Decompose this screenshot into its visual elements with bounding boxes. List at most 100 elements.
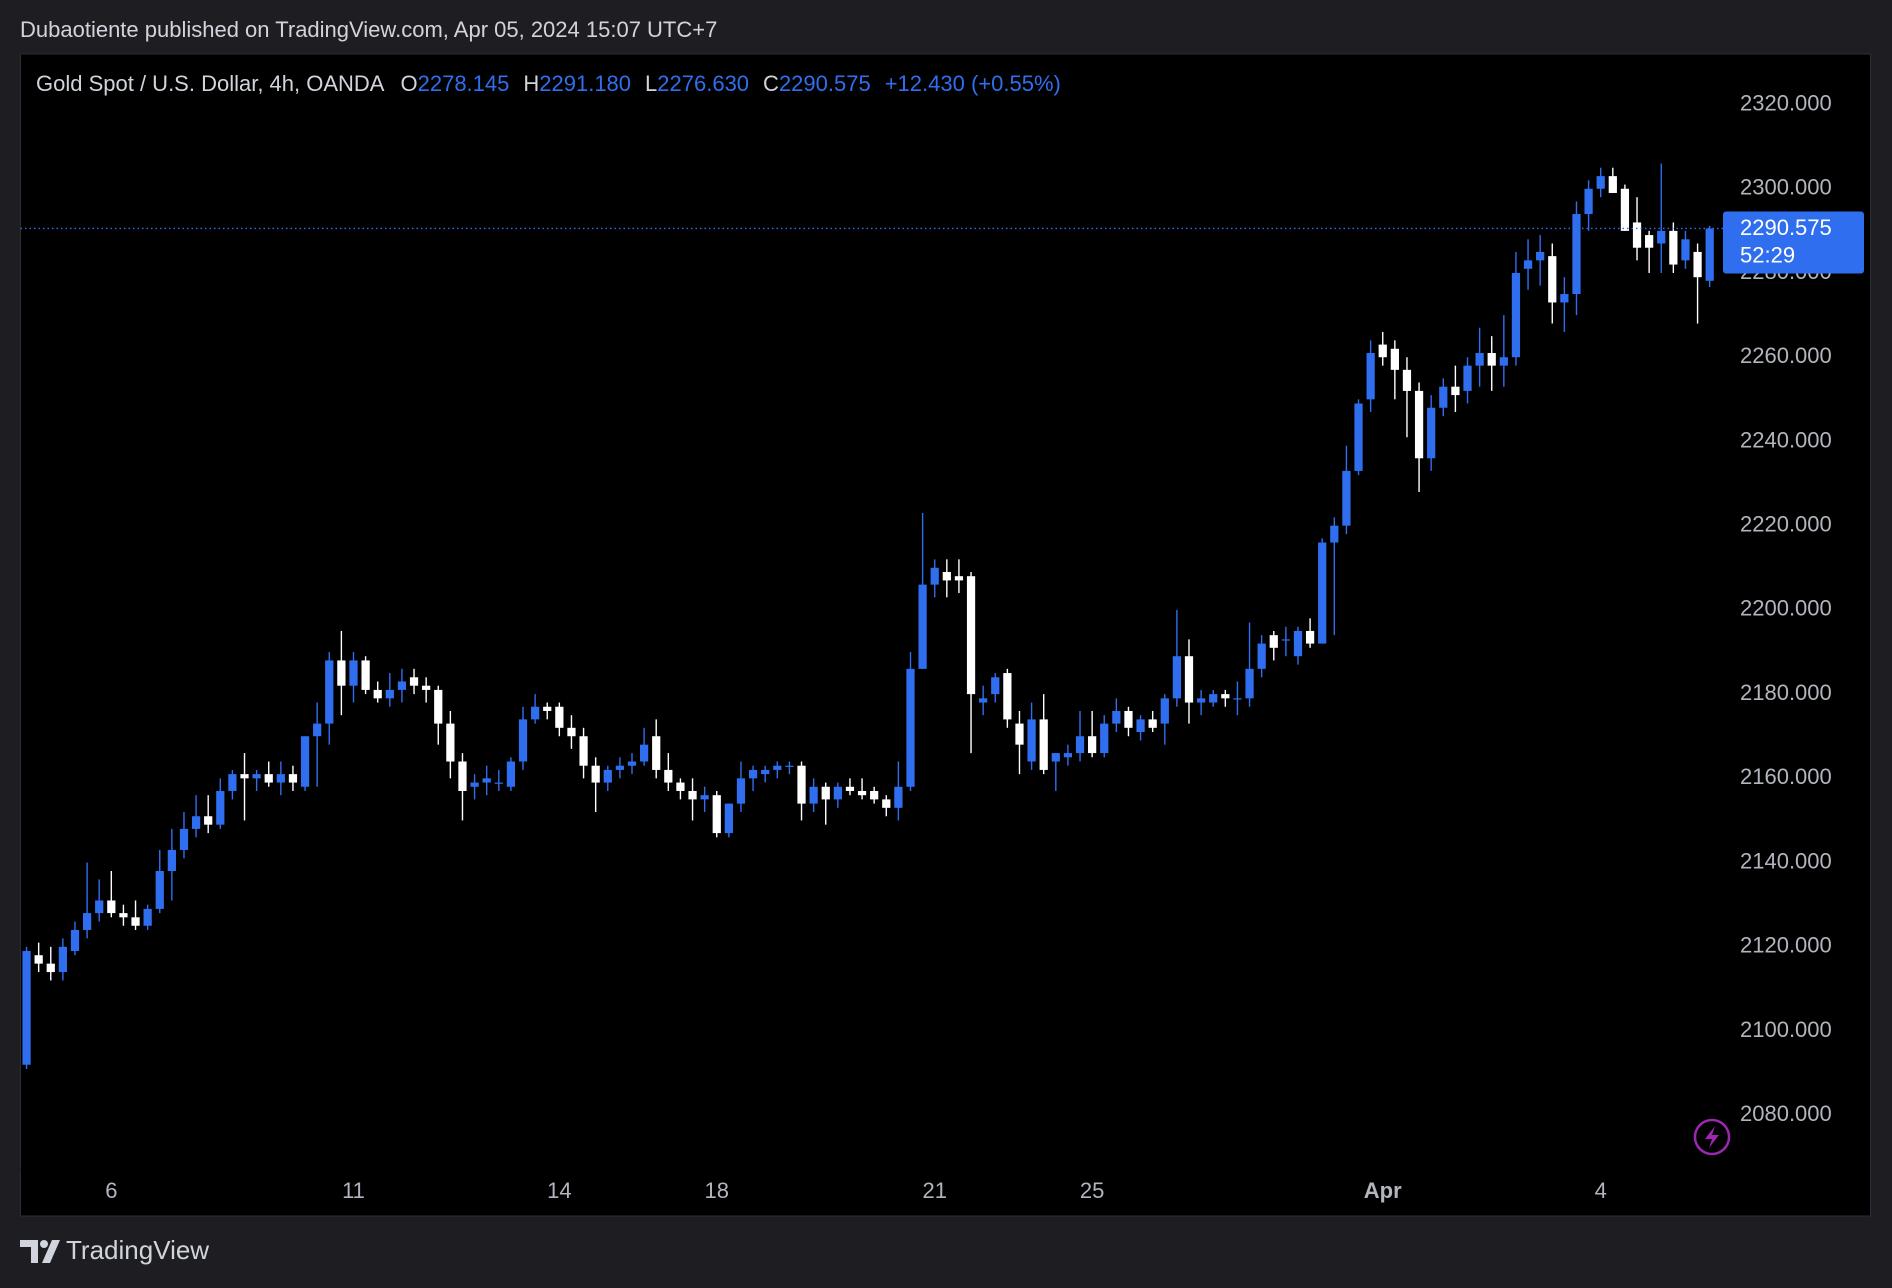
candle-body xyxy=(543,706,552,711)
ohlc-key: C xyxy=(763,71,779,96)
candle-body xyxy=(385,689,394,699)
candle-body xyxy=(1560,294,1569,303)
x-tick-label: 6 xyxy=(105,1178,117,1203)
candle-body xyxy=(1257,643,1266,669)
candle-body xyxy=(1075,736,1085,754)
candle-body xyxy=(724,803,733,834)
candle-body xyxy=(1608,176,1617,193)
candle-body xyxy=(1378,344,1387,358)
y-tick-label: 2200.000 xyxy=(1740,596,1832,621)
candle-body xyxy=(603,769,612,783)
last-price-tag xyxy=(1723,211,1864,274)
chart-frame xyxy=(20,53,1871,1217)
candle-body xyxy=(216,790,225,825)
candle-body xyxy=(1475,353,1484,366)
candle-body xyxy=(1269,635,1278,648)
candle-body xyxy=(458,761,467,791)
ohlc-value: 2290.575 xyxy=(779,71,871,96)
candle-body xyxy=(627,761,637,766)
candle-body xyxy=(1233,698,1242,700)
candle-body xyxy=(845,786,855,791)
candle-body xyxy=(446,723,455,762)
brand-logo xyxy=(20,1240,60,1263)
candle-body xyxy=(821,786,830,800)
last-price-label: 2290.575 xyxy=(1740,215,1832,240)
candle-body xyxy=(591,765,600,783)
candle-body xyxy=(228,774,237,791)
candle-body xyxy=(252,774,261,779)
candle-body xyxy=(870,790,879,800)
candle-body xyxy=(397,681,407,690)
candle-body xyxy=(991,677,1000,695)
candle-body xyxy=(1645,235,1654,248)
candle-body xyxy=(82,913,92,930)
y-tick-label: 2160.000 xyxy=(1740,764,1832,789)
candle-body xyxy=(1063,753,1073,758)
candle-body xyxy=(1523,260,1533,269)
candle-body xyxy=(918,584,927,669)
candle-body xyxy=(833,786,842,800)
candle-body xyxy=(1427,407,1436,459)
candle-body xyxy=(1196,698,1206,703)
candle-body xyxy=(1657,230,1666,244)
candle-body xyxy=(652,736,661,770)
candle-body xyxy=(1402,369,1412,391)
candle-body xyxy=(1027,719,1036,762)
x-tick-label: 21 xyxy=(922,1178,946,1203)
candle-body xyxy=(676,782,685,791)
candle-body xyxy=(700,795,709,800)
candle-body xyxy=(143,908,152,926)
alert-bolt[interactable] xyxy=(1705,1126,1719,1148)
candle-body xyxy=(954,576,964,581)
candle-body xyxy=(857,790,867,796)
ohlc-key: O xyxy=(400,71,417,96)
x-tick-label: 4 xyxy=(1595,1178,1607,1203)
candle-body xyxy=(506,761,516,787)
change-value: +12.430 (+0.55%) xyxy=(885,71,1061,96)
candle-body xyxy=(46,963,55,973)
alert-circle[interactable] xyxy=(1693,1118,1731,1156)
candle-body xyxy=(1172,656,1182,699)
candle-body xyxy=(1499,357,1508,366)
candle-body xyxy=(325,660,334,724)
candle-body xyxy=(1572,214,1581,295)
candle-body xyxy=(1511,272,1521,358)
ohlc-value: 2278.145 xyxy=(418,71,510,96)
candle-body xyxy=(204,816,213,825)
alert-icon[interactable] xyxy=(1693,1118,1731,1156)
candle-body xyxy=(1620,188,1630,231)
candle-body xyxy=(930,567,939,585)
candle-body xyxy=(1160,698,1169,724)
candle-body xyxy=(337,660,346,686)
candle-body xyxy=(615,765,625,770)
candle-body xyxy=(349,660,358,686)
candle-body xyxy=(1015,723,1024,745)
candle-body xyxy=(409,677,419,686)
candle-body xyxy=(882,799,891,808)
candle-body xyxy=(1293,630,1303,657)
candle-body xyxy=(1693,251,1702,278)
candle-body xyxy=(1088,736,1097,754)
y-tick-label: 2080.000 xyxy=(1740,1101,1832,1126)
ohlc-value: 2291.180 xyxy=(539,71,631,96)
candle-body xyxy=(1414,390,1424,459)
candle-body xyxy=(773,765,782,770)
brand-name: TradingView xyxy=(66,1235,209,1265)
candle-body xyxy=(155,870,164,909)
candle-body xyxy=(1451,386,1460,396)
candle-body xyxy=(785,765,794,767)
candle-body xyxy=(1669,230,1678,265)
candle-body xyxy=(1112,710,1121,724)
candle-body xyxy=(482,778,491,783)
candle-body xyxy=(1330,525,1339,543)
candle-body xyxy=(1390,348,1399,370)
y-tick-label: 2320.000 xyxy=(1740,90,1832,115)
candle-body xyxy=(470,782,479,787)
candle-body xyxy=(434,689,443,724)
logo-slash xyxy=(42,1240,60,1263)
y-tick-label: 2120.000 xyxy=(1740,933,1832,958)
bar-countdown: 52:29 xyxy=(1740,242,1795,267)
candle-body xyxy=(797,765,806,804)
candle-body xyxy=(1366,353,1375,400)
